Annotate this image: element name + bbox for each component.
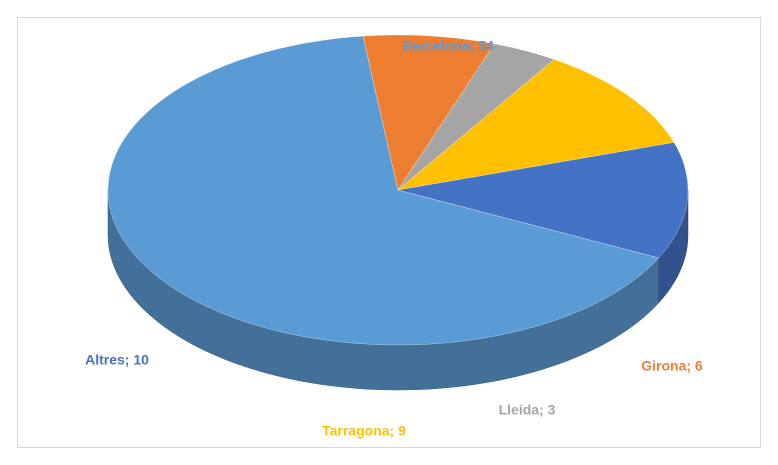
slice (397, 43, 555, 191)
data-label: Barcelona; 54 (402, 38, 494, 54)
slice (362, 34, 495, 191)
data-label: Lleida; 3 (499, 402, 556, 418)
slice (397, 142, 689, 259)
slice (107, 35, 659, 346)
data-label: Altres; 10 (85, 352, 149, 368)
data-label: Girona; 6 (641, 358, 703, 374)
slice (397, 59, 675, 191)
data-labels: Barcelona; 54 Girona; 6 Lleida; 3 Tarragona… (85, 38, 703, 439)
pie-tops (107, 34, 689, 346)
data-label: Tarragona; 9 (322, 423, 406, 439)
